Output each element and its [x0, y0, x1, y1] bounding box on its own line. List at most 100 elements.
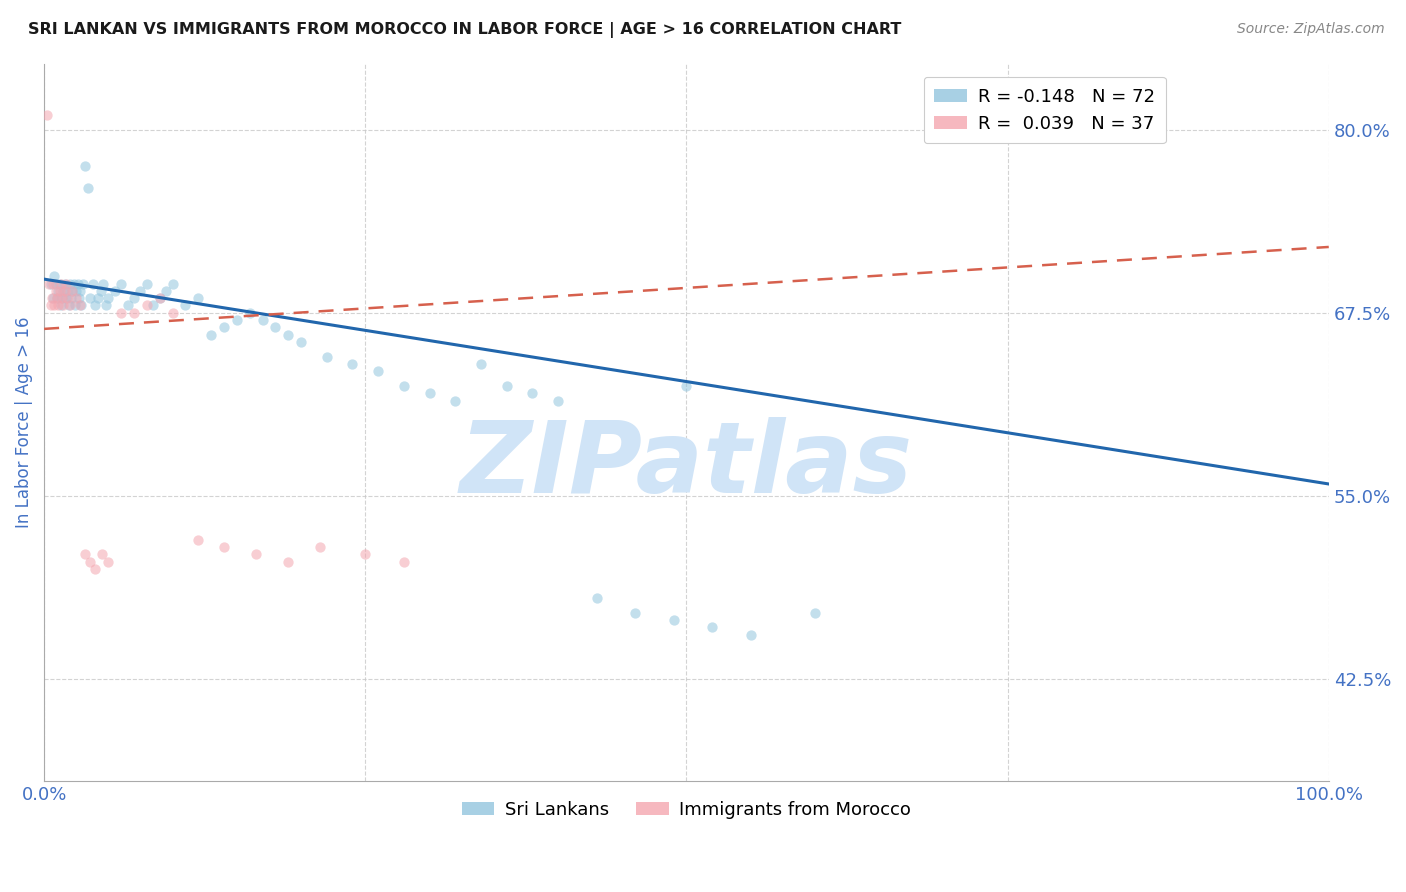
- Point: [117, 298, 139, 312]
- Point: [42, 277, 65, 291]
- Point: [135, 298, 157, 312]
- Point: [122, 291, 145, 305]
- Point: [547, 393, 569, 408]
- Point: [264, 320, 287, 334]
- Point: [72, 277, 94, 291]
- Point: [35, 108, 58, 122]
- Point: [49, 277, 72, 291]
- Point: [129, 284, 152, 298]
- Point: [84, 562, 107, 576]
- Point: [122, 306, 145, 320]
- Point: [97, 291, 120, 305]
- Point: [700, 620, 723, 634]
- Point: [75, 160, 97, 174]
- Point: [342, 357, 364, 371]
- Point: [60, 291, 83, 305]
- Point: [290, 334, 312, 349]
- Point: [110, 306, 132, 320]
- Point: [70, 298, 93, 312]
- Point: [59, 298, 82, 312]
- Point: [252, 313, 274, 327]
- Point: [58, 298, 80, 312]
- Point: [63, 298, 86, 312]
- Point: [46, 291, 69, 305]
- Point: [65, 291, 87, 305]
- Point: [239, 306, 262, 320]
- Point: [155, 284, 177, 298]
- Point: [104, 284, 127, 298]
- Point: [97, 555, 120, 569]
- Point: [149, 291, 172, 305]
- Text: ZIPatlas: ZIPatlas: [460, 417, 912, 514]
- Point: [55, 291, 77, 305]
- Point: [585, 591, 607, 606]
- Point: [59, 277, 82, 291]
- Point: [51, 291, 73, 305]
- Point: [740, 628, 762, 642]
- Point: [62, 277, 84, 291]
- Point: [52, 284, 75, 298]
- Point: [212, 540, 235, 554]
- Point: [662, 613, 685, 627]
- Point: [41, 291, 63, 305]
- Point: [52, 298, 75, 312]
- Point: [39, 277, 62, 291]
- Point: [354, 547, 377, 561]
- Point: [162, 277, 184, 291]
- Point: [53, 277, 76, 291]
- Point: [277, 555, 299, 569]
- Point: [315, 350, 337, 364]
- Point: [67, 291, 90, 305]
- Point: [48, 284, 70, 298]
- Point: [45, 284, 67, 298]
- Point: [56, 291, 79, 305]
- Point: [51, 291, 73, 305]
- Point: [624, 606, 647, 620]
- Point: [79, 555, 101, 569]
- Point: [418, 386, 440, 401]
- Point: [470, 357, 492, 371]
- Point: [66, 277, 89, 291]
- Point: [56, 284, 79, 298]
- Point: [65, 284, 87, 298]
- Point: [91, 277, 114, 291]
- Point: [200, 327, 222, 342]
- Point: [392, 379, 415, 393]
- Text: Source: ZipAtlas.com: Source: ZipAtlas.com: [1237, 22, 1385, 37]
- Point: [187, 291, 209, 305]
- Point: [444, 393, 467, 408]
- Point: [75, 547, 97, 561]
- Point: [46, 291, 69, 305]
- Point: [392, 555, 415, 569]
- Point: [149, 291, 172, 305]
- Point: [90, 547, 112, 561]
- Point: [44, 298, 66, 312]
- Point: [367, 364, 389, 378]
- Point: [39, 298, 62, 312]
- Point: [225, 313, 247, 327]
- Point: [48, 277, 70, 291]
- Point: [49, 298, 72, 312]
- Point: [79, 291, 101, 305]
- Point: [142, 298, 165, 312]
- Point: [53, 284, 76, 298]
- Text: SRI LANKAN VS IMMIGRANTS FROM MOROCCO IN LABOR FORCE | AGE > 16 CORRELATION CHAR: SRI LANKAN VS IMMIGRANTS FROM MOROCCO IN…: [28, 22, 901, 38]
- Point: [42, 291, 65, 305]
- Point: [82, 277, 104, 291]
- Point: [212, 320, 235, 334]
- Point: [162, 306, 184, 320]
- Point: [60, 284, 83, 298]
- Point: [46, 298, 69, 312]
- Point: [46, 284, 69, 298]
- Point: [38, 277, 60, 291]
- Point: [174, 298, 197, 312]
- Point: [45, 277, 67, 291]
- Point: [277, 327, 299, 342]
- Point: [94, 298, 117, 312]
- Point: [69, 284, 91, 298]
- Point: [69, 298, 91, 312]
- Point: [245, 547, 267, 561]
- Point: [522, 386, 544, 401]
- Point: [44, 269, 66, 284]
- Y-axis label: In Labor Force | Age > 16: In Labor Force | Age > 16: [15, 317, 32, 528]
